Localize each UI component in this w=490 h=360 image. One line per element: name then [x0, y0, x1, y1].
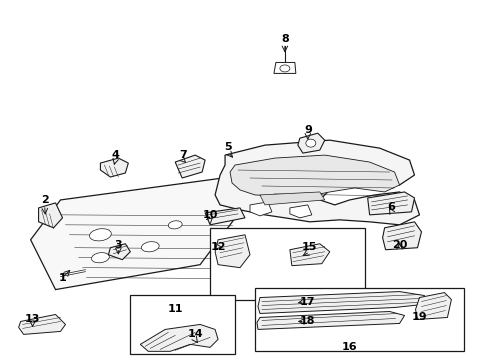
Bar	[210, 228, 365, 300]
Text: 8: 8	[281, 33, 289, 44]
Polygon shape	[368, 192, 415, 215]
Polygon shape	[416, 293, 451, 319]
Text: 1: 1	[59, 273, 66, 283]
Text: 14: 14	[187, 329, 203, 339]
Polygon shape	[205, 208, 245, 225]
Ellipse shape	[280, 65, 290, 72]
Text: 3: 3	[115, 240, 122, 250]
Polygon shape	[257, 311, 405, 329]
Text: 10: 10	[202, 210, 218, 220]
Polygon shape	[230, 155, 399, 196]
Text: 12: 12	[210, 242, 226, 252]
Text: 6: 6	[388, 202, 395, 212]
Ellipse shape	[92, 253, 109, 263]
Ellipse shape	[90, 229, 111, 241]
Polygon shape	[100, 158, 128, 177]
Text: 13: 13	[25, 314, 40, 324]
Polygon shape	[215, 140, 419, 225]
Polygon shape	[140, 324, 218, 351]
Polygon shape	[383, 222, 421, 250]
Text: 17: 17	[300, 297, 316, 306]
Polygon shape	[260, 192, 325, 205]
Ellipse shape	[141, 242, 159, 252]
Polygon shape	[30, 175, 245, 289]
Polygon shape	[19, 315, 66, 334]
Text: 7: 7	[179, 150, 187, 160]
Text: 19: 19	[412, 312, 427, 323]
Polygon shape	[250, 202, 272, 216]
Text: 20: 20	[392, 240, 407, 250]
Ellipse shape	[306, 139, 316, 147]
Polygon shape	[39, 203, 63, 228]
Text: 15: 15	[302, 242, 318, 252]
Polygon shape	[108, 244, 130, 260]
Polygon shape	[290, 244, 330, 266]
Polygon shape	[274, 62, 296, 73]
Bar	[130, 294, 235, 354]
Polygon shape	[215, 235, 250, 268]
Text: 9: 9	[304, 125, 312, 135]
Text: 11: 11	[168, 305, 183, 315]
Polygon shape	[298, 133, 325, 153]
Text: 5: 5	[224, 142, 232, 152]
Text: 16: 16	[342, 342, 358, 352]
Polygon shape	[258, 292, 424, 314]
Ellipse shape	[168, 221, 182, 229]
Text: 4: 4	[111, 150, 119, 160]
Polygon shape	[290, 205, 312, 218]
Bar	[255, 288, 465, 351]
Polygon shape	[175, 155, 205, 178]
Text: 2: 2	[41, 195, 49, 205]
Text: 18: 18	[300, 316, 316, 327]
